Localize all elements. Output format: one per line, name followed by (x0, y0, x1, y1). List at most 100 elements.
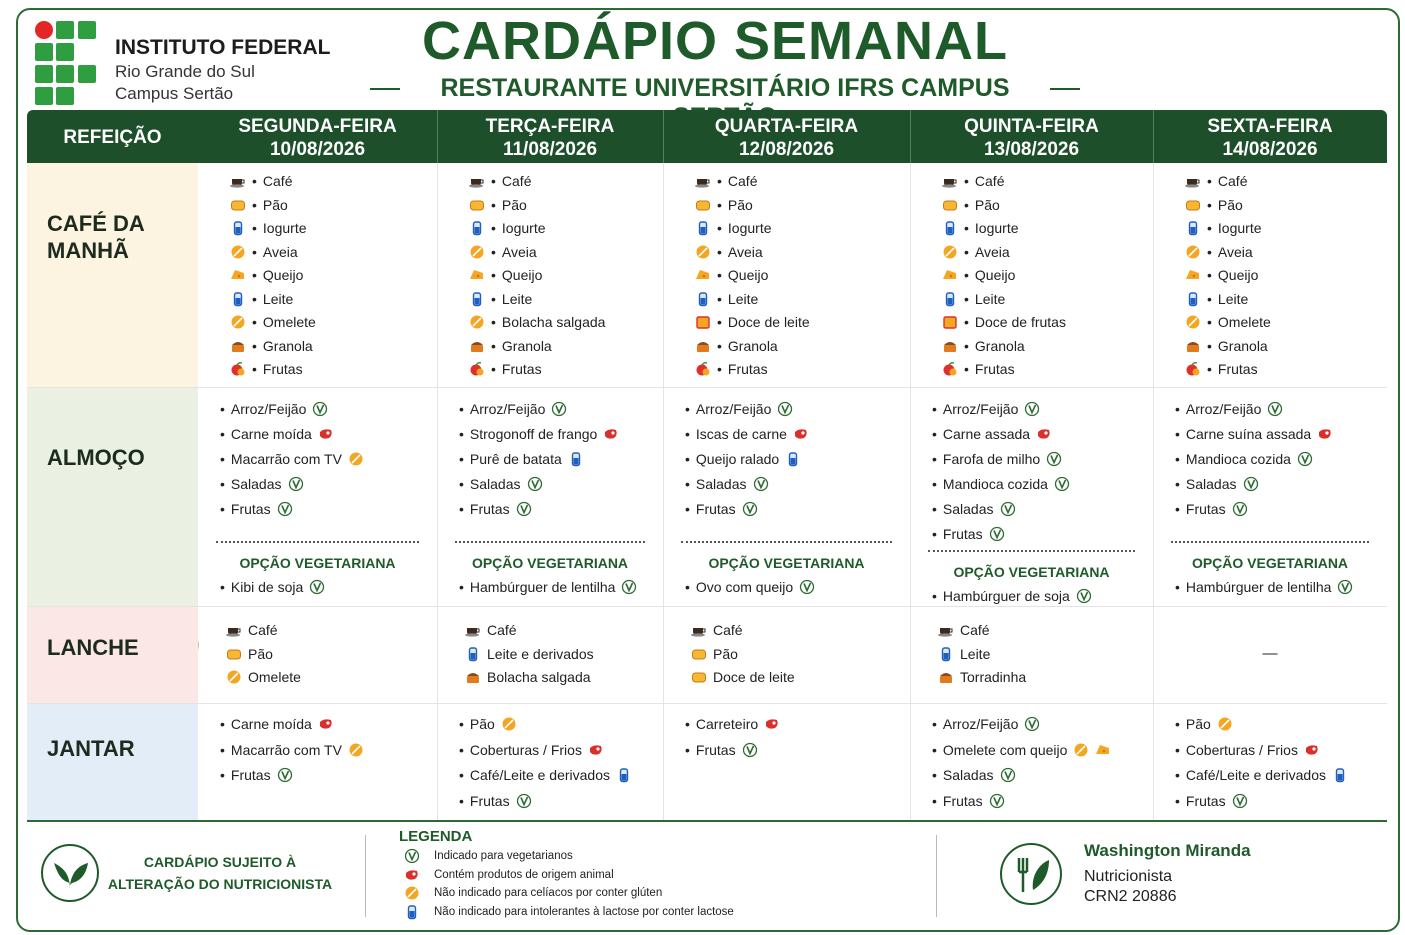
bullet: • (1207, 314, 1212, 330)
legend-text: Não indicado para celíacos por conter gl… (434, 887, 663, 900)
icon-gluten (1186, 245, 1200, 258)
icon-gluten (1186, 315, 1200, 329)
icon-vegetariano (516, 793, 531, 808)
icon-pao (692, 649, 706, 659)
icon-part (237, 274, 241, 278)
bullet: • (1207, 196, 1212, 213)
icon-part (465, 633, 479, 637)
menu-item: Café (691, 620, 743, 640)
bullet: • (964, 267, 969, 283)
menu-item: • Leite (1185, 289, 1248, 309)
menu-item: • Frutas (230, 359, 303, 379)
bullet: • (252, 267, 257, 283)
column-divider (910, 606, 911, 703)
icon-part (611, 431, 615, 435)
menu-item: • Pão (1185, 195, 1243, 215)
item-text: Leite (960, 645, 991, 662)
icon-part (745, 745, 754, 755)
bullet: • (964, 220, 969, 236)
item-text: Doce de leite (727, 314, 810, 330)
menu-item: Leite e derivados (465, 644, 594, 664)
icon-part (781, 404, 790, 415)
bullet: • (717, 243, 722, 260)
legend-title: LEGENDA (399, 828, 473, 845)
icon-part (1003, 504, 1012, 515)
item-text: Saladas (942, 767, 994, 783)
day-name: SEGUNDA-FEIRA (238, 116, 397, 137)
menu-item: • Café (1185, 171, 1247, 191)
bullet: • (459, 579, 464, 595)
menu-item: • Iogurte (942, 218, 1019, 238)
icon-cafe (469, 179, 484, 188)
item-text: Frutas (942, 526, 983, 542)
icon-part (227, 649, 241, 659)
menu-item: • Frutas (469, 359, 542, 379)
icon-part (954, 179, 957, 184)
menu-item: • Pão (695, 195, 753, 215)
icon-vegetariano (552, 401, 567, 417)
icon-lactose (1335, 768, 1345, 783)
bullet: • (964, 173, 969, 189)
item-text: Carne moída (230, 426, 312, 442)
legend-text: Não indicado para intolerantes à lactose… (434, 906, 734, 919)
logo-dot (35, 21, 53, 39)
bullet: • (491, 337, 496, 354)
nutritionist-registry: CRN2 20886 (1084, 888, 1177, 905)
icon-part (1080, 591, 1088, 602)
menu-item: • Queijo (469, 265, 542, 285)
menu-item: • Leite (695, 289, 758, 309)
day-name: SEXTA-FEIRA (1207, 116, 1333, 137)
item-text: Frutas (1185, 501, 1226, 517)
logo-squares (35, 21, 96, 105)
icon-vegetariano (516, 501, 531, 517)
icon-gluten (502, 717, 516, 731)
icon-part (1058, 479, 1067, 490)
icon-pao (470, 200, 484, 210)
icon-part (519, 504, 528, 515)
bullet: • (1207, 337, 1212, 354)
icon-part (947, 297, 953, 304)
icon-pao (231, 200, 245, 210)
bullet: • (717, 361, 722, 377)
bullet: • (717, 290, 722, 307)
bullet: • (717, 267, 722, 283)
item-text: Frutas (1217, 361, 1258, 377)
item-text: Queijo ralado (695, 451, 780, 467)
icon-vegetariano (1297, 451, 1313, 467)
icon-granola (232, 341, 244, 352)
icon-part (701, 362, 708, 366)
item-text: Pão (713, 645, 738, 662)
bullet: • (964, 337, 969, 354)
item-text: Pão (1185, 716, 1211, 732)
icon-part (1319, 429, 1331, 439)
item-text: Coberturas / Frios (469, 741, 582, 758)
title: CARDÁPIO SEMANAL (421, 11, 1008, 71)
menu-item: • Bolacha salgada (469, 312, 605, 332)
column-divider (437, 606, 438, 703)
icon-queijo (1096, 744, 1110, 754)
item-text: Bolacha salgada (487, 669, 591, 685)
item-text: Granola (727, 337, 778, 354)
icon-vegetariano (288, 476, 303, 492)
menu-item: Café (226, 620, 278, 640)
bullet: • (220, 767, 225, 783)
item-text: Queijo (501, 267, 543, 283)
item-text: Café/Leite e derivados (1185, 767, 1326, 783)
bullet: • (1175, 401, 1180, 417)
menu-item: • Farofa de milho (932, 449, 1062, 469)
item-text: Granola (1217, 337, 1268, 354)
bullet: • (459, 426, 464, 442)
icon-vegetariano (310, 579, 325, 595)
icon-part (943, 652, 949, 659)
bullet: • (932, 792, 937, 809)
bullet: • (252, 173, 257, 189)
item-text: Iogurte (1217, 220, 1262, 236)
menu-item: • Saladas (685, 474, 769, 494)
menu-item: • Doce de frutas (942, 312, 1066, 332)
bullet: • (932, 716, 937, 732)
legend-entry: Não indicado para celíacos por conter gl… (404, 883, 662, 903)
menu-item: • Saladas (932, 499, 1016, 519)
bullet: • (459, 792, 464, 809)
icon-doce (696, 316, 710, 329)
icon-gluten (227, 670, 241, 684)
